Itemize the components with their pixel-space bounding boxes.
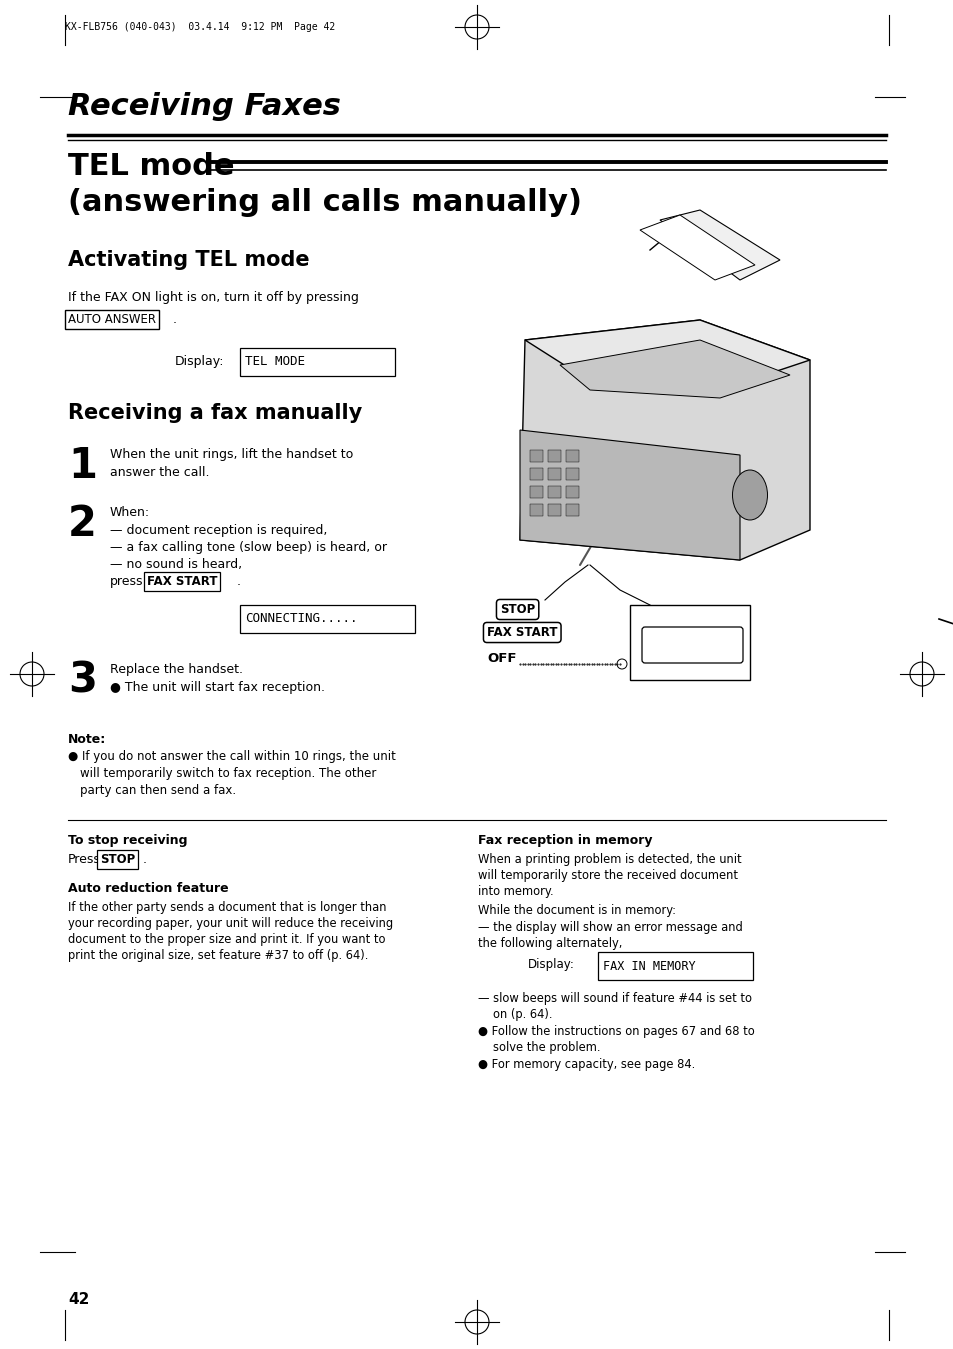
Polygon shape bbox=[519, 320, 809, 560]
Text: — document reception is required,: — document reception is required, bbox=[110, 523, 327, 537]
Text: .: . bbox=[172, 313, 177, 326]
Text: Display:: Display: bbox=[174, 355, 224, 368]
Text: FAX IN MEMORY: FAX IN MEMORY bbox=[602, 959, 695, 973]
Text: If the other party sends a document that is longer than: If the other party sends a document that… bbox=[68, 901, 386, 915]
Text: solve the problem.: solve the problem. bbox=[493, 1041, 599, 1054]
Text: Activating TEL mode: Activating TEL mode bbox=[68, 250, 310, 270]
Text: If the FAX ON light is on, turn it off by pressing: If the FAX ON light is on, turn it off b… bbox=[68, 291, 358, 304]
Text: your recording paper, your unit will reduce the receiving: your recording paper, your unit will red… bbox=[68, 917, 393, 929]
Text: will temporarily switch to fax reception. The other: will temporarily switch to fax reception… bbox=[80, 768, 376, 780]
Text: Press: Press bbox=[68, 853, 101, 866]
Text: Note:: Note: bbox=[68, 733, 106, 746]
Polygon shape bbox=[659, 210, 780, 281]
FancyBboxPatch shape bbox=[598, 952, 752, 979]
FancyBboxPatch shape bbox=[240, 348, 395, 376]
Text: CONNECTING.....: CONNECTING..... bbox=[245, 612, 357, 626]
Text: .: . bbox=[143, 853, 147, 866]
Polygon shape bbox=[565, 468, 578, 480]
Text: ● Follow the instructions on pages 67 and 68 to: ● Follow the instructions on pages 67 an… bbox=[477, 1025, 754, 1037]
Text: the following alternately,: the following alternately, bbox=[477, 938, 621, 950]
Text: — slow beeps will sound if feature #44 is set to: — slow beeps will sound if feature #44 i… bbox=[477, 992, 751, 1005]
Polygon shape bbox=[547, 505, 560, 517]
Text: OFF: OFF bbox=[486, 652, 516, 665]
Polygon shape bbox=[547, 486, 560, 498]
Text: FAX START: FAX START bbox=[147, 575, 217, 588]
Text: into memory.: into memory. bbox=[477, 885, 553, 898]
Text: party can then send a fax.: party can then send a fax. bbox=[80, 784, 236, 797]
Text: Replace the handset.: Replace the handset. bbox=[110, 662, 243, 676]
Text: 1: 1 bbox=[68, 445, 97, 487]
Polygon shape bbox=[530, 468, 542, 480]
Text: When a printing problem is detected, the unit: When a printing problem is detected, the… bbox=[477, 853, 740, 866]
Text: will temporarily store the received document: will temporarily store the received docu… bbox=[477, 869, 738, 882]
Text: FAX START: FAX START bbox=[486, 626, 557, 639]
Polygon shape bbox=[547, 451, 560, 461]
Polygon shape bbox=[565, 486, 578, 498]
Text: ● If you do not answer the call within 10 rings, the unit: ● If you do not answer the call within 1… bbox=[68, 750, 395, 764]
FancyBboxPatch shape bbox=[240, 604, 415, 633]
Text: STOP: STOP bbox=[499, 603, 535, 616]
FancyBboxPatch shape bbox=[641, 627, 742, 662]
Polygon shape bbox=[565, 505, 578, 517]
Polygon shape bbox=[547, 468, 560, 480]
Text: 2: 2 bbox=[68, 503, 97, 545]
Text: .: . bbox=[236, 575, 241, 588]
Polygon shape bbox=[565, 451, 578, 461]
Text: TEL mode: TEL mode bbox=[68, 152, 234, 181]
Text: TEL MODE: TEL MODE bbox=[245, 356, 305, 368]
Text: Auto reduction feature: Auto reduction feature bbox=[68, 882, 229, 894]
Text: 42: 42 bbox=[68, 1292, 90, 1307]
Text: on (p. 64).: on (p. 64). bbox=[493, 1008, 552, 1021]
Text: ● For memory capacity, see page 84.: ● For memory capacity, see page 84. bbox=[477, 1058, 695, 1071]
Text: 3: 3 bbox=[68, 660, 97, 701]
Text: — the display will show an error message and: — the display will show an error message… bbox=[477, 921, 742, 934]
Text: Fax reception in memory: Fax reception in memory bbox=[477, 834, 652, 847]
Polygon shape bbox=[524, 320, 809, 390]
Text: ● The unit will start fax reception.: ● The unit will start fax reception. bbox=[110, 681, 325, 693]
Text: — a fax calling tone (slow beep) is heard, or: — a fax calling tone (slow beep) is hear… bbox=[110, 541, 387, 554]
Text: press: press bbox=[110, 575, 143, 588]
Text: While the document is in memory:: While the document is in memory: bbox=[477, 904, 676, 917]
Polygon shape bbox=[530, 486, 542, 498]
Text: KX-FLB756 (040-043)  03.4.14  9:12 PM  Page 42: KX-FLB756 (040-043) 03.4.14 9:12 PM Page… bbox=[65, 22, 335, 32]
Text: STOP: STOP bbox=[100, 853, 135, 866]
Polygon shape bbox=[530, 505, 542, 517]
FancyBboxPatch shape bbox=[629, 604, 749, 680]
Text: document to the proper size and print it. If you want to: document to the proper size and print it… bbox=[68, 934, 385, 946]
Text: answer the call.: answer the call. bbox=[110, 465, 210, 479]
Text: Receiving Faxes: Receiving Faxes bbox=[68, 92, 340, 121]
Polygon shape bbox=[519, 430, 740, 560]
Text: AUTO ANSWER: AUTO ANSWER bbox=[68, 313, 156, 326]
Text: Receiving a fax manually: Receiving a fax manually bbox=[68, 403, 362, 424]
Text: print the original size, set feature #37 to off (p. 64).: print the original size, set feature #37… bbox=[68, 948, 368, 962]
Text: AUTO ANSWER: AUTO ANSWER bbox=[639, 608, 720, 618]
Text: Display:: Display: bbox=[527, 958, 575, 971]
Text: — no sound is heard,: — no sound is heard, bbox=[110, 558, 242, 571]
Text: (answering all calls manually): (answering all calls manually) bbox=[68, 188, 581, 217]
Polygon shape bbox=[639, 214, 754, 281]
Text: To stop receiving: To stop receiving bbox=[68, 834, 188, 847]
Polygon shape bbox=[530, 451, 542, 461]
Text: When the unit rings, lift the handset to: When the unit rings, lift the handset to bbox=[110, 448, 353, 461]
Text: When:: When: bbox=[110, 506, 150, 519]
Ellipse shape bbox=[732, 469, 767, 519]
Text: FAX ON: FAX ON bbox=[629, 660, 662, 669]
Polygon shape bbox=[559, 340, 789, 398]
